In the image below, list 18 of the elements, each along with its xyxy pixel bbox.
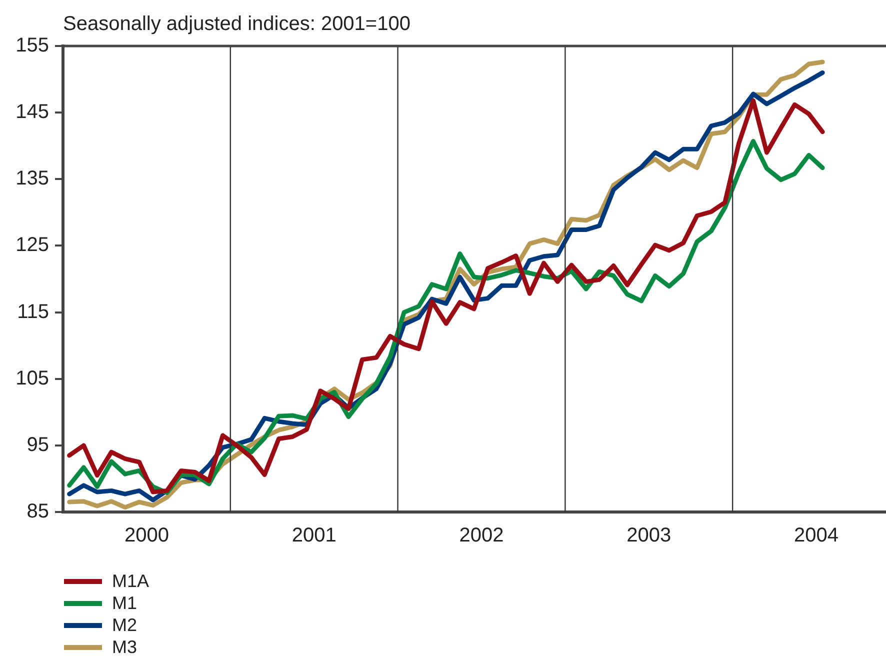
- x-tick-label: 2000: [124, 524, 169, 547]
- y-tick-label: 95: [26, 434, 49, 456]
- legend-label: M1: [112, 592, 138, 614]
- x-tick-label: 2003: [626, 524, 672, 547]
- x-tick-label: 2001: [292, 524, 336, 547]
- y-axis-title: Seasonally adjusted indices: 2001=100: [63, 13, 410, 36]
- legend-label: M1A: [112, 570, 150, 592]
- x-tick-label: 2002: [459, 524, 504, 547]
- y-tick-label: 85: [26, 500, 49, 523]
- y-tick-label: 155: [16, 34, 49, 57]
- legend-label: M3: [112, 636, 138, 658]
- x-tick-label: 2004: [794, 524, 839, 547]
- y-tick-label: 115: [17, 300, 49, 323]
- y-tick-label: 125: [16, 234, 49, 256]
- y-tick-label: 135: [16, 168, 49, 190]
- y-tick-label: 105: [16, 367, 49, 390]
- legend-label: M2: [112, 614, 138, 636]
- y-tick-label: 145: [16, 101, 49, 124]
